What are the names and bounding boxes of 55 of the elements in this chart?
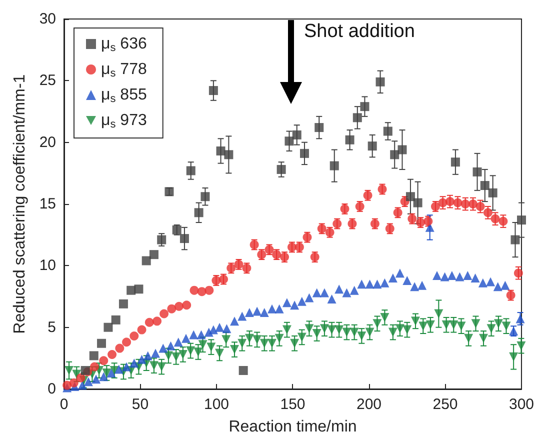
point: [314, 123, 324, 132]
point: [194, 208, 204, 218]
y-tick-label: 20: [39, 134, 56, 151]
point: [352, 113, 362, 122]
point: [200, 192, 210, 202]
point: [89, 351, 98, 360]
point: [413, 198, 422, 208]
point: [398, 145, 407, 154]
point: [383, 126, 392, 136]
x-axis-title: Reaction time/min: [228, 418, 357, 436]
point: [142, 256, 151, 266]
x-tick-label: 0: [60, 396, 68, 413]
y-axis-title: Reduced scattering coefficient/mm-1: [12, 74, 28, 334]
x-tick-label: 300: [508, 396, 534, 413]
y-tick-label: 30: [39, 10, 56, 28]
point: [284, 136, 294, 146]
point: [516, 216, 526, 225]
y-tick-label: 15: [39, 196, 56, 212]
point: [224, 150, 234, 160]
point: [345, 135, 354, 144]
point: [238, 366, 248, 375]
point: [97, 338, 106, 348]
point: [376, 77, 385, 86]
point: [180, 234, 189, 244]
point: [510, 235, 520, 244]
x-tick-label: 150: [280, 396, 306, 413]
point: [450, 158, 460, 167]
point: [488, 188, 498, 198]
point: [292, 130, 302, 140]
point: [472, 167, 482, 176]
y-tick-label: 10: [39, 257, 56, 274]
point: [134, 284, 144, 294]
point: [104, 322, 113, 332]
x-tick-label: 250: [432, 396, 458, 413]
point: [330, 161, 339, 170]
point: [111, 315, 120, 324]
x-tick-label: 100: [204, 396, 230, 413]
annotation: Shot addition: [304, 21, 415, 42]
point: [300, 148, 309, 158]
point: [149, 250, 158, 260]
point: [390, 150, 400, 160]
y-tick-label: 0: [48, 380, 56, 398]
point: [208, 86, 218, 96]
y-tick-label: 5: [48, 318, 56, 336]
y-tick-label: 25: [39, 72, 56, 90]
x-tick-label: 50: [132, 396, 149, 413]
point: [368, 142, 377, 151]
x-tick-label: 200: [356, 396, 382, 413]
point: [406, 192, 415, 202]
point: [157, 235, 166, 244]
point: [118, 299, 128, 308]
point: [480, 181, 490, 190]
point: [276, 164, 286, 174]
point: [186, 166, 196, 176]
point: [360, 102, 370, 112]
